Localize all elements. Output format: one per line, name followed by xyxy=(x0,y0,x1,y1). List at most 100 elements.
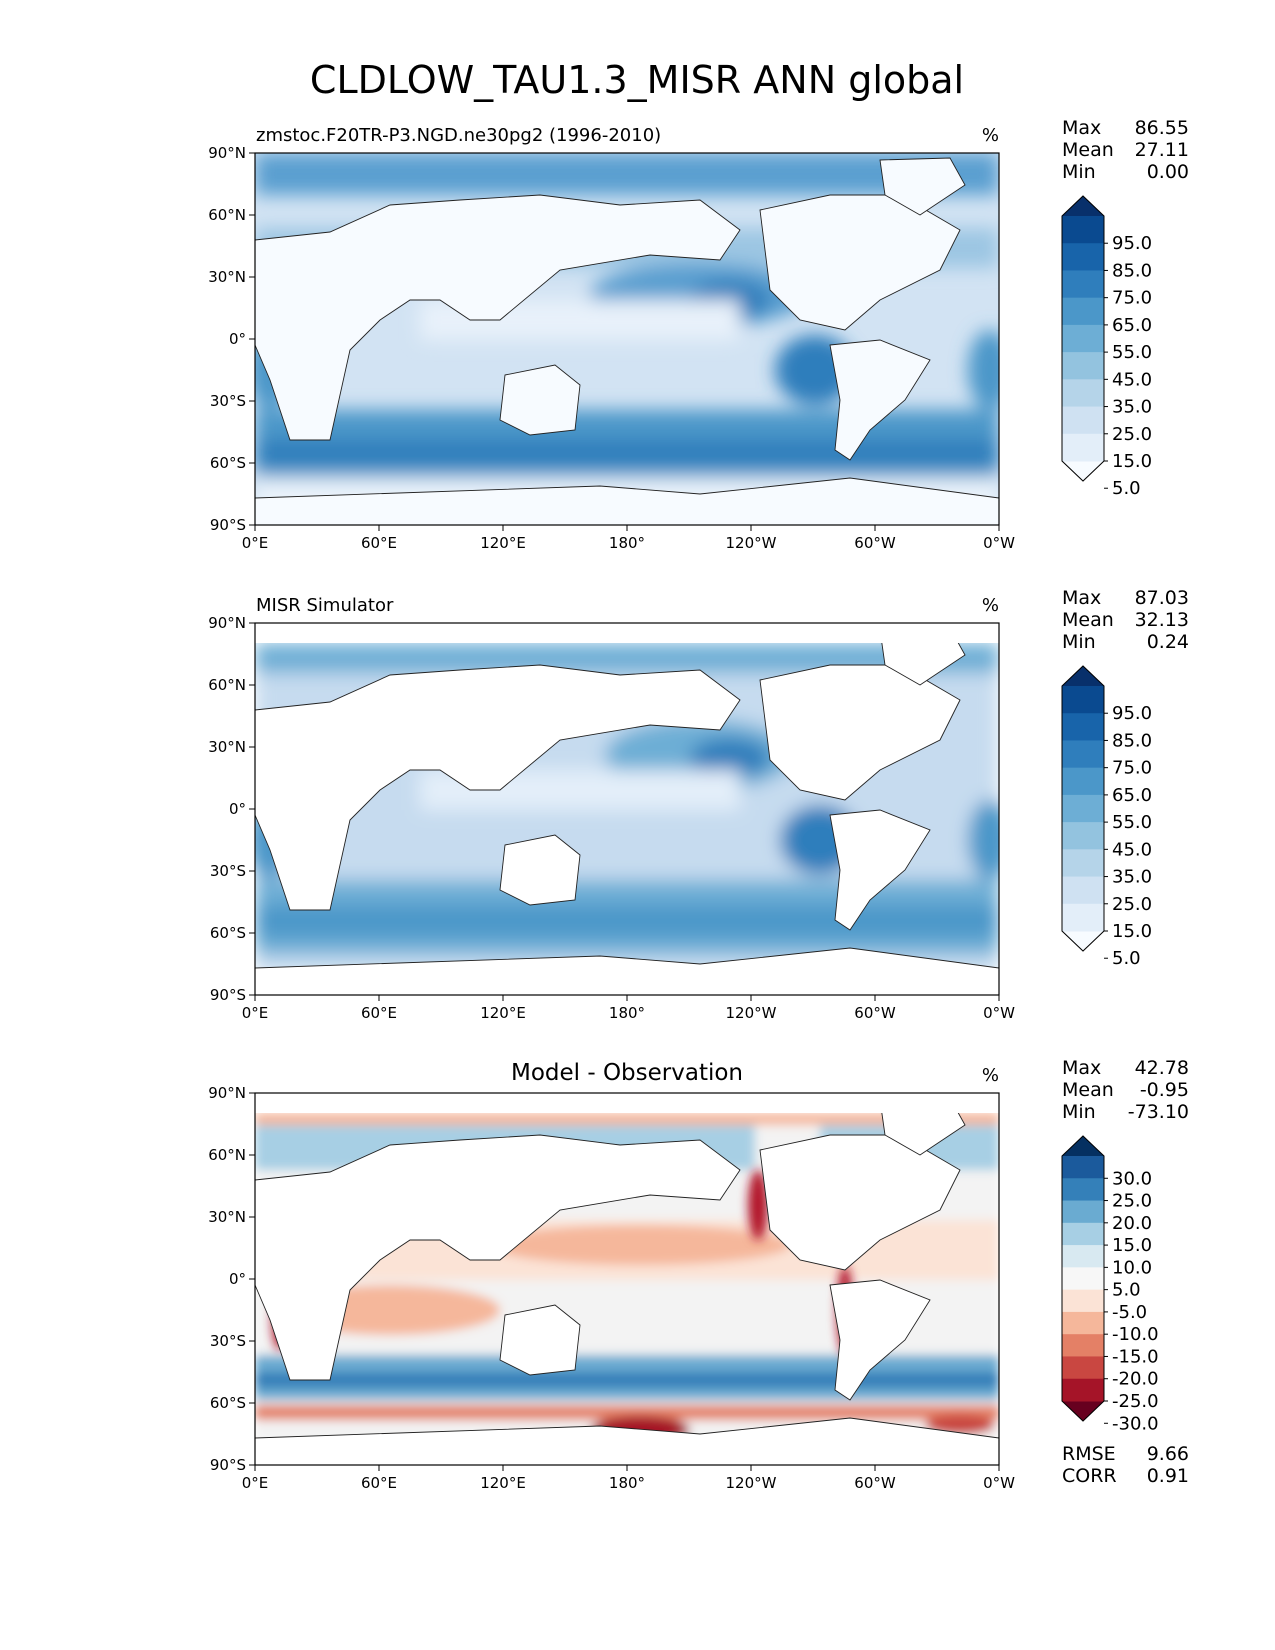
colorbar-extend-min xyxy=(1062,461,1104,481)
colorbar-segment xyxy=(1062,1222,1104,1246)
colorbar-label: 55.0 xyxy=(1112,342,1152,363)
lon-tick-label: 120°W xyxy=(726,1474,777,1492)
panel-diff-stat-max: 42.78 xyxy=(1135,1057,1189,1079)
panel-diff-center-title: Model - Observation xyxy=(511,1060,743,1086)
panel-diff-axes: 0°E 60°E 120°E 180° 120°W 60°W 0°W 90°N 60°N 30°N… xyxy=(208,1084,1015,1492)
colorbar-label: 5.0 xyxy=(1112,1280,1141,1301)
lat-tick-label: 60°N xyxy=(208,1146,246,1164)
panel-obs-stat-mean-label: Mean xyxy=(1062,609,1114,631)
colorbar-segment xyxy=(1062,1311,1104,1335)
panel-obs-left-title: MISR Simulator xyxy=(256,595,394,616)
colorbar-label: 85.0 xyxy=(1112,260,1152,281)
lat-tick-label: 90°N xyxy=(208,1084,246,1102)
lat-tick-label: 0° xyxy=(229,330,246,348)
panel-diff-field xyxy=(255,1093,999,1465)
colorbar-segment xyxy=(1062,1267,1104,1291)
panel-obs-stat-max-label: Max xyxy=(1062,587,1101,609)
colorbar-label: -15.0 xyxy=(1112,1346,1159,1367)
colorbar-segment xyxy=(1062,794,1104,823)
panel-diff-stat-mean: -0.95 xyxy=(1140,1079,1189,1101)
lon-tick-label: 0°E xyxy=(242,1004,269,1022)
figure-title: CLDLOW_TAU1.3_MISR ANN global xyxy=(310,58,964,102)
colorbar-label: -30.0 xyxy=(1112,1413,1159,1434)
colorbar-label: 55.0 xyxy=(1112,812,1152,833)
colorbar-segment xyxy=(1062,767,1104,796)
colorbar-label: -10.0 xyxy=(1112,1324,1159,1345)
lat-tick-label: 30°N xyxy=(208,268,246,286)
panel-obs-stat-mean: 32.13 xyxy=(1135,609,1189,631)
lon-tick-label: 0°E xyxy=(242,1474,269,1492)
rmse-value: 9.66 xyxy=(1147,1443,1189,1465)
colorbar-segment xyxy=(1062,686,1104,714)
colorbar-label: 5.0 xyxy=(1112,948,1141,969)
lon-tick-label: 120°E xyxy=(480,534,526,552)
colorbar-segment xyxy=(1062,1200,1104,1224)
lat-tick-label: 60°N xyxy=(208,206,246,224)
panel-diff-stats: Max 42.78 Mean -0.95 Min -73.10 xyxy=(1062,1057,1189,1123)
colorbar-segment xyxy=(1062,1378,1104,1402)
rmse-label: RMSE xyxy=(1062,1443,1116,1465)
lat-tick-label: 90°S xyxy=(210,516,246,534)
panel-diff-colorbar: 30.025.020.015.010.05.0-5.0-10.0-15.0-20… xyxy=(1061,1135,1159,1434)
panel-model: zmstoc.F20TR-P3.NGD.ne30pg2 (1996-2010) … xyxy=(208,117,1189,552)
colorbar-label: 45.0 xyxy=(1112,369,1152,390)
colorbar-segment xyxy=(1062,1245,1104,1268)
lat-tick-label: 90°S xyxy=(210,986,246,1004)
colorbar-segment xyxy=(1062,324,1104,353)
colorbar-label: -25.0 xyxy=(1112,1391,1159,1412)
colorbar-label: 15.0 xyxy=(1112,451,1152,472)
lon-tick-label: 60°W xyxy=(854,534,896,552)
lon-tick-label: 0°W xyxy=(983,534,1015,552)
colorbar-segment xyxy=(1062,713,1104,741)
lat-tick-label: 30°S xyxy=(210,1332,246,1350)
colorbar-segment xyxy=(1062,903,1104,932)
lat-tick-label: 90°N xyxy=(208,614,246,632)
panel-diff-stat-mean-label: Mean xyxy=(1062,1079,1114,1101)
colorbar-label: 35.0 xyxy=(1112,397,1152,418)
panel-obs-colorbar: 95.0 85.0 75.0 65.0 55.0 45.0 35.0 25.0 15.0 5.0 xyxy=(1061,665,1152,969)
panel-obs-axes: 0°E 60°E 120°E 180° 120°W 60°W 0°W 90°N 60°N 30°N… xyxy=(208,614,1015,1022)
lat-tick-label: 60°N xyxy=(208,676,246,694)
lon-tick-label: 60°W xyxy=(854,1004,896,1022)
panel-obs-stat-max: 87.03 xyxy=(1135,587,1189,609)
lon-tick-label: 180° xyxy=(609,534,645,552)
colorbar-segment xyxy=(1062,406,1104,435)
colorbar-extend-min xyxy=(1062,931,1104,951)
colorbar-segment xyxy=(1062,1156,1104,1179)
colorbar-label: 25.0 xyxy=(1112,424,1152,445)
lon-tick-label: 180° xyxy=(609,1004,645,1022)
colorbar-segment xyxy=(1062,849,1104,878)
lon-tick-label: 60°W xyxy=(854,1474,896,1492)
lon-tick-label: 60°E xyxy=(361,1474,397,1492)
colorbar-label: 35.0 xyxy=(1112,867,1152,888)
lat-tick-label: 0° xyxy=(229,800,246,818)
panel-diff-units: % xyxy=(982,1065,999,1086)
panel-obs-field xyxy=(255,623,999,995)
colorbar-segment xyxy=(1062,243,1104,271)
lon-tick-label: 120°E xyxy=(480,1474,526,1492)
colorbar-extend-max xyxy=(1062,666,1104,686)
corr-value: 0.91 xyxy=(1147,1465,1189,1487)
lon-tick-label: 0°W xyxy=(983,1474,1015,1492)
panel-model-stat-min-label: Min xyxy=(1062,161,1096,183)
lon-tick-label: 60°E xyxy=(361,1004,397,1022)
colorbar-label: 75.0 xyxy=(1112,288,1152,309)
colorbar-label: 15.0 xyxy=(1112,1235,1152,1256)
colorbar-label: 95.0 xyxy=(1112,703,1152,724)
panel-model-left-title: zmstoc.F20TR-P3.NGD.ne30pg2 (1996-2010) xyxy=(256,125,661,146)
panel-obs-units: % xyxy=(982,595,999,616)
lat-tick-label: 30°S xyxy=(210,862,246,880)
colorbar-label: 65.0 xyxy=(1112,315,1152,336)
colorbar-label: 20.0 xyxy=(1112,1213,1152,1234)
lat-tick-label: 90°N xyxy=(208,144,246,162)
colorbar-label: 25.0 xyxy=(1112,1191,1152,1212)
colorbar-extend-max xyxy=(1062,1136,1104,1156)
colorbar-segment xyxy=(1062,270,1104,299)
colorbar-segment xyxy=(1062,433,1104,462)
panel-obs-stat-min-label: Min xyxy=(1062,631,1096,653)
colorbar-segment xyxy=(1062,379,1104,408)
panel-model-stat-max: 86.55 xyxy=(1135,117,1189,139)
colorbar-segment xyxy=(1062,297,1104,326)
lon-tick-label: 0°E xyxy=(242,534,269,552)
